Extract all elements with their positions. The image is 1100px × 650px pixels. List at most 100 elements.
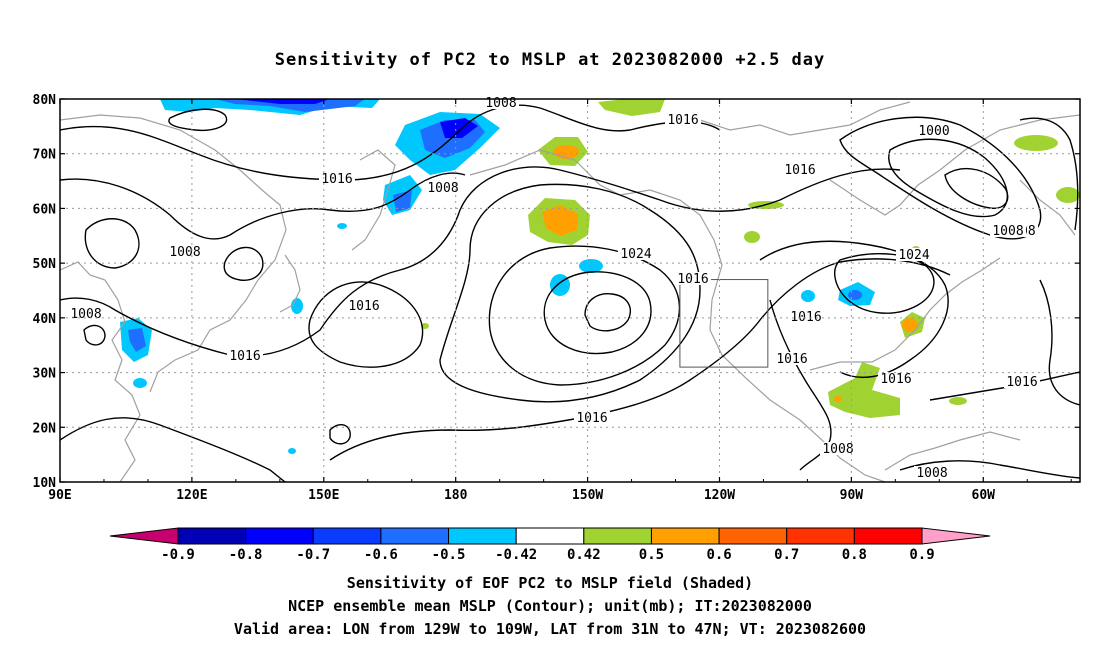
caption-contour: NCEP ensemble mean MSLP (Contour); unit(… (288, 597, 812, 615)
contour-line (488, 245, 681, 386)
contour-label: 1016 (576, 411, 607, 426)
lat-tick-label: 60N (33, 202, 57, 217)
contour-label: 1016 (667, 113, 698, 128)
contour-label-bg (782, 163, 818, 176)
positive-shade-region (542, 205, 578, 236)
colorbar-label: 0.7 (774, 547, 799, 563)
valid-area-box (679, 279, 769, 368)
negative-shade-region (215, 99, 365, 112)
contour-line (168, 108, 228, 132)
contour-label-bg (68, 307, 104, 320)
contour-line (60, 417, 286, 482)
colorbar-high-triangle (921, 527, 991, 545)
caption-valid-area: Valid area: LON from 129W to 109W, LAT f… (233, 620, 867, 638)
contour-line (584, 293, 631, 332)
negative-shade-region (128, 328, 146, 352)
colorbar-label: 0.6 (706, 547, 731, 563)
contour-line (83, 324, 106, 346)
colorbar-swatch (786, 527, 855, 545)
colorbar-label: -0.6 (364, 547, 398, 563)
contour-label: 1024 (620, 247, 651, 262)
graticule (60, 99, 1080, 482)
positive-shade-region (902, 318, 918, 332)
colorbar-label: -0.5 (432, 547, 466, 563)
contour-label-bg (914, 466, 950, 479)
positive-shade-region (1014, 135, 1058, 151)
coastline-asia (60, 261, 141, 482)
colorbar-label: -0.42 (495, 547, 537, 563)
contour-label: 1016 (677, 272, 708, 287)
positive-shade-region (949, 397, 967, 405)
contour-label-bg (1004, 375, 1040, 388)
colorbar-swatch (312, 527, 382, 545)
caption-shaded: Sensitivity of EOF PC2 to MSLP field (Sh… (346, 574, 754, 592)
positive-shade-region (834, 396, 842, 402)
contour-line (84, 218, 140, 269)
contour-label-bg (574, 411, 610, 424)
lat-tick-label: 50N (33, 257, 57, 272)
contour-label-bg (346, 299, 382, 312)
colorbar-low-triangle (109, 527, 179, 545)
positive-shade-region (1056, 187, 1080, 203)
contour-label: 1000 (918, 124, 949, 139)
contour-label: 1016 (880, 372, 911, 387)
negative-shade-region (291, 298, 303, 314)
contour-label-bg (916, 124, 952, 137)
colorbar-swatch (380, 527, 450, 545)
lat-tick-label: 80N (33, 93, 57, 108)
colorbar-label: 0.8 (842, 547, 867, 563)
colorbar-label: -0.7 (296, 547, 330, 563)
negative-shade-region (393, 190, 412, 212)
negative-shade-region (288, 448, 296, 454)
colorbar-swatch (177, 527, 247, 545)
negative-shade-region (133, 378, 147, 388)
coastline-layer (60, 101, 1080, 482)
coastline-north-america (884, 431, 1021, 471)
contour-label: 1008 (427, 181, 458, 196)
colorbar-swatch (448, 527, 517, 545)
contour-line (223, 246, 264, 281)
coastline-greenland (1019, 179, 1076, 236)
colorbar-swatch (515, 527, 585, 545)
positive-shade-region (828, 362, 900, 418)
lon-tick-label: 120W (704, 488, 735, 503)
mslp-contour-layer (60, 104, 1080, 482)
coastline-hudson (829, 114, 1080, 216)
lat-tick-label: 40N (33, 312, 57, 327)
coastline-north-america (709, 264, 886, 482)
colorbar-swatch (650, 527, 720, 545)
contour-line (60, 166, 901, 357)
colorbar: -0.9 -0.8 -0.7 -0.6 -0.5 -0.42 0.42 0.5 0.6 0.7 0.… (109, 527, 991, 563)
contour-label: 1008 (169, 245, 200, 260)
positive-shade-region (744, 231, 760, 243)
contour-label-bg (774, 352, 810, 365)
contour-label: 1008 (822, 442, 853, 457)
colorbar-swatch (718, 527, 788, 545)
lat-tick-label: 70N (33, 148, 57, 163)
positive-shade-region (598, 99, 665, 116)
contour-label-bg (896, 248, 932, 261)
map-frame (59, 98, 1081, 483)
contour-label-bg (425, 181, 461, 194)
contour-label-bg (788, 310, 824, 323)
contour-line (944, 167, 1009, 209)
contour-line (769, 299, 832, 471)
colorbar-label: 0.42 (567, 547, 601, 563)
lat-tick-label: 30N (33, 367, 57, 382)
coastline-kamchatka (351, 149, 396, 251)
contour-label: 1008 (916, 466, 947, 481)
contour-label-bg (878, 372, 914, 385)
axes: 90E 120E 150E 180 150W 120W 90W 60W 80N 70N 60N 50N… (33, 93, 1080, 503)
coastline-arctic (699, 101, 911, 136)
contour-label: 1016 (229, 349, 260, 364)
contour-label-bg (319, 172, 355, 185)
contour-label-bg (990, 224, 1026, 237)
lon-tick-label: 150W (572, 488, 603, 503)
coastline-gulf (809, 257, 1001, 371)
lon-tick-label: 90W (840, 488, 864, 503)
contour-line (899, 460, 1080, 479)
contour-line (888, 138, 1009, 218)
negative-shade-region (235, 99, 330, 104)
contour-line (308, 281, 424, 368)
